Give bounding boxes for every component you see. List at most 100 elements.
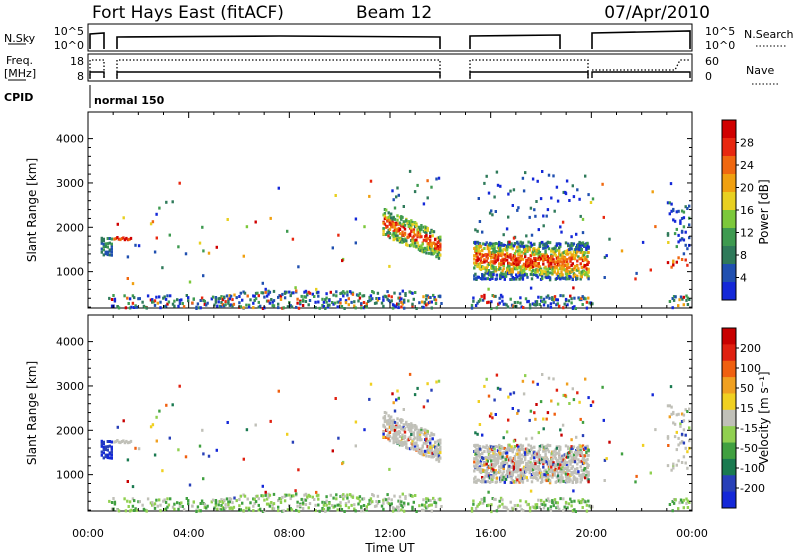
power-cell [415, 224, 418, 227]
power-cell [649, 268, 652, 272]
velocity-cell [401, 443, 404, 447]
power-cell [393, 217, 397, 221]
power-cell [494, 294, 497, 298]
velocity-cell [512, 391, 516, 395]
power-cell [422, 202, 426, 206]
power-cell [535, 300, 539, 304]
power-cell [347, 297, 350, 301]
power-cell [470, 303, 474, 307]
velocity-cell [430, 388, 433, 392]
power-cell [325, 292, 328, 296]
velocity-cell [290, 508, 294, 512]
velocity-cell [522, 392, 526, 396]
power-cell [504, 255, 507, 259]
velocity-cell [395, 398, 398, 402]
velocity-cell [513, 458, 517, 461]
power-cell [437, 176, 441, 180]
velocity-cell [364, 508, 367, 512]
power-cell [145, 306, 148, 310]
velocity-cell [342, 493, 345, 497]
velocity-cell [401, 505, 404, 509]
power-cell [376, 291, 380, 295]
velocity-cell [675, 463, 678, 467]
velocity-colorbar-swatch [722, 458, 736, 476]
velocity-cell [100, 450, 103, 454]
velocity-cell [580, 451, 583, 454]
power-cell [199, 299, 202, 302]
power-cell [210, 297, 213, 301]
velocity-cell [512, 467, 516, 471]
velocity-cell [435, 447, 438, 451]
power-cell [391, 219, 394, 223]
power-cell [398, 296, 402, 300]
power-cell [558, 263, 561, 267]
power-cell [498, 296, 501, 300]
power-cell [492, 294, 496, 298]
power-cell [535, 264, 538, 268]
velocity-cell [372, 494, 375, 498]
power-cell [679, 238, 682, 242]
velocity-cell [505, 430, 509, 434]
velocity-cell [407, 423, 410, 426]
velocity-cell [110, 445, 113, 449]
power-cell [392, 222, 395, 226]
velocity-cell [679, 422, 682, 426]
velocity-cell [382, 501, 385, 505]
power-cell [677, 233, 680, 237]
power-cell [546, 304, 550, 308]
power-cell [573, 257, 577, 261]
power-cell [494, 210, 497, 213]
power-cell [667, 241, 670, 244]
velocity-cell [546, 507, 550, 511]
velocity-cell [113, 500, 117, 504]
power-cell [478, 220, 482, 223]
power-cell [440, 302, 443, 305]
power-cell [383, 217, 387, 221]
power-cell [155, 212, 158, 216]
velocity-cell [505, 455, 509, 459]
velocity-cell [331, 504, 334, 507]
velocity-cell [478, 447, 482, 451]
velocity-cell [389, 503, 392, 507]
power-cell [336, 305, 339, 309]
power-cell [110, 247, 113, 251]
power-cell [586, 263, 589, 266]
power-cell [422, 248, 426, 252]
velocity-cell [529, 475, 533, 479]
velocity-cell [480, 497, 483, 501]
power-cell [426, 302, 429, 306]
nsky-trace [89, 30, 691, 49]
power-cell [308, 299, 312, 302]
power-cell [392, 231, 395, 235]
power-cell [254, 291, 258, 295]
velocity-cell [601, 385, 604, 389]
velocity-cell [507, 418, 510, 422]
velocity-cell [567, 472, 570, 476]
velocity-cell [149, 425, 153, 429]
velocity-cell [551, 501, 554, 504]
power-cell [406, 235, 409, 239]
power-cell [393, 291, 396, 295]
velocity-cell [398, 418, 402, 422]
power-cell [545, 295, 548, 299]
power-cell [108, 241, 111, 245]
power-cell [543, 270, 546, 274]
power-cell [529, 241, 533, 245]
power-cell [387, 211, 390, 215]
velocity-cell [437, 450, 441, 454]
power-cell [567, 244, 570, 248]
power-cell [486, 256, 489, 260]
power-cell [185, 294, 188, 297]
velocity-cell [478, 466, 482, 470]
velocity-cell [487, 490, 490, 494]
velocity-cell [517, 474, 520, 478]
power-cell [522, 265, 526, 269]
velocity-cell [582, 500, 586, 504]
velocity-cell [564, 393, 567, 397]
velocity-cell [510, 445, 513, 449]
power-cell [252, 294, 255, 298]
velocity-cell [218, 507, 222, 511]
power-cell [228, 294, 231, 298]
power-cell [429, 241, 432, 245]
power-cell [218, 304, 222, 308]
